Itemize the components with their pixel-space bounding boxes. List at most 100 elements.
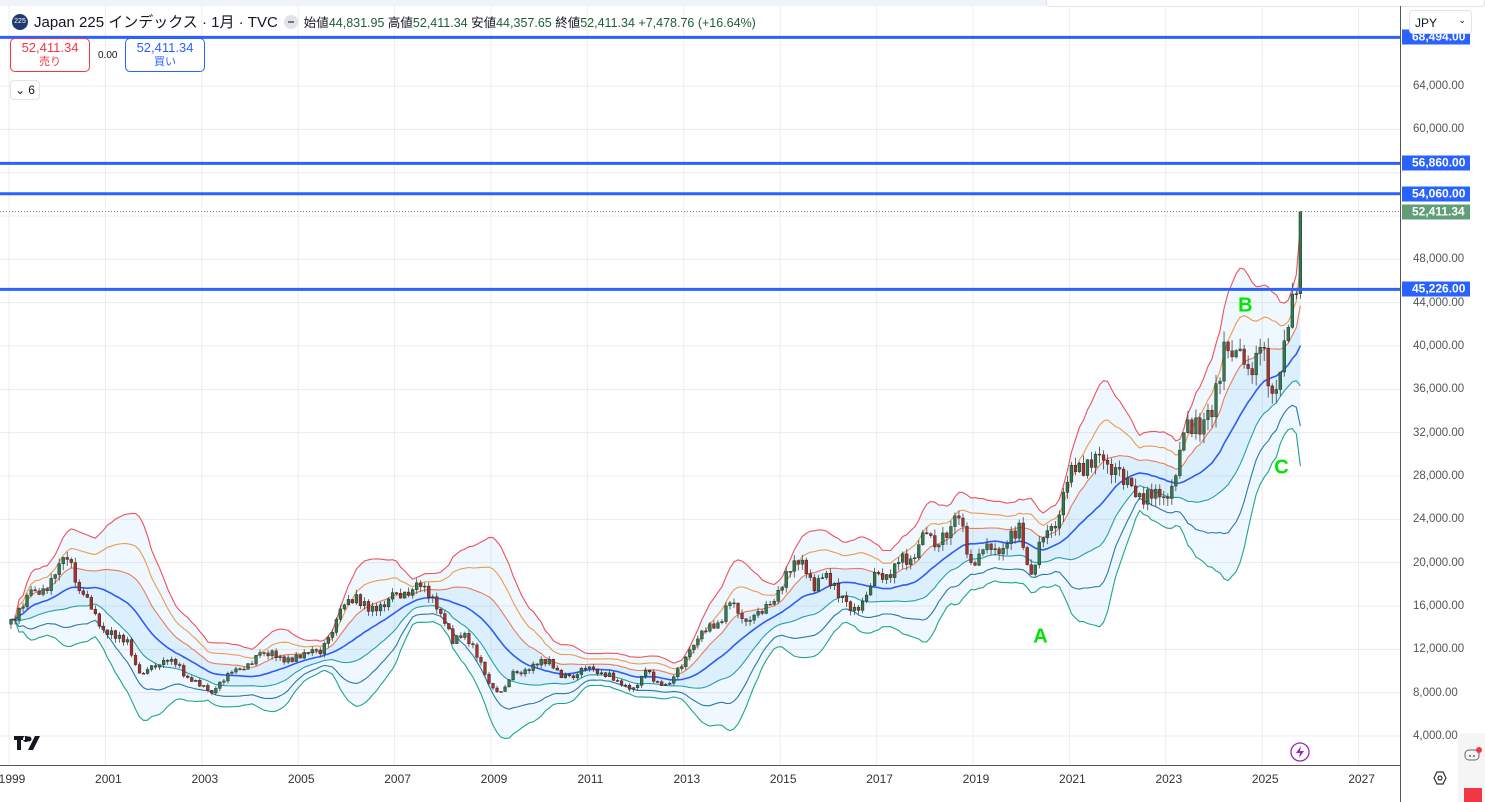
y-tick-label: 28,000.00 (1413, 470, 1465, 482)
candle-body-up (326, 637, 330, 644)
candle-body-up (872, 572, 877, 587)
candle (178, 662, 182, 669)
candle-body-up (258, 652, 262, 656)
candle (696, 635, 700, 649)
candle (1037, 536, 1041, 569)
candle-body-down (1230, 350, 1234, 358)
tradingview-logo[interactable] (14, 736, 44, 750)
candle-body-down (262, 652, 266, 654)
lightning-event-icon[interactable] (1290, 742, 1310, 762)
candle-body-down (1190, 419, 1194, 434)
candle (1158, 484, 1162, 506)
candle-body-down (174, 659, 178, 665)
candle (660, 679, 664, 687)
candle-body-down (1101, 454, 1106, 461)
candle (41, 584, 45, 597)
candle (495, 685, 499, 694)
candle (824, 570, 828, 580)
candle-body-down (250, 663, 254, 665)
candle-body-down (93, 609, 97, 614)
indicators-collapse-button[interactable]: ⌄ 6 (10, 80, 40, 100)
low-label: 安値 (471, 16, 497, 30)
candle (836, 578, 841, 603)
price-axis[interactable]: 4,000.00 8,000.00 12,000.00 16,000.00 20,000… (1400, 6, 1470, 802)
candle (848, 600, 853, 616)
chart-plot-area[interactable]: A B C (0, 6, 1400, 765)
candle-body-down (73, 562, 77, 583)
candle (985, 538, 989, 554)
candle-body-down (45, 588, 49, 591)
candle-body-up (125, 639, 130, 643)
candle-body-up (953, 515, 957, 527)
y-tick-label: 48,000.00 (1413, 253, 1465, 266)
candle (1226, 340, 1230, 359)
annotation-label-a[interactable]: A (1033, 625, 1048, 648)
candle-body-down (652, 671, 656, 682)
candle (346, 594, 351, 606)
candle-body-down (1226, 341, 1230, 352)
candle-body-down (1142, 493, 1146, 505)
annotation-label-c[interactable]: C (1274, 456, 1289, 479)
candle-body-down (836, 582, 841, 598)
candle (57, 558, 61, 581)
market-status-icon[interactable] (283, 14, 298, 29)
symbol-title[interactable]: Japan 225 インデックス · 1月 · TVC (34, 14, 278, 31)
time-axis[interactable]: 1999 2001 2003 2005 2007 2009 2011 2013 2015 2017… (0, 765, 1400, 802)
candle-body-down (447, 623, 451, 629)
candle-body-down (407, 591, 411, 596)
candle-body-down (101, 625, 105, 631)
candle (45, 586, 49, 594)
x-tick-label: 2005 (287, 772, 315, 786)
candle (1138, 492, 1142, 500)
candle-body-down (358, 594, 363, 606)
candle-body-up (832, 582, 837, 586)
candle (648, 669, 652, 675)
candle-body-down (129, 639, 134, 656)
annotation-label-b[interactable]: B (1238, 294, 1253, 317)
candle (1298, 211, 1302, 299)
candle-body-down (969, 553, 973, 563)
candle (913, 553, 917, 563)
candle-body-up (1154, 488, 1158, 499)
price-chart[interactable] (0, 6, 1400, 765)
chat-icon[interactable] (1464, 747, 1482, 761)
candle-body-down (242, 668, 246, 671)
y-tick-label: 60,000.00 (1413, 123, 1465, 136)
candle (463, 631, 467, 640)
sell-button[interactable]: 52,411.34 売り (10, 38, 90, 72)
candle-body-down (1021, 522, 1025, 548)
candle (748, 616, 752, 626)
candle (864, 591, 869, 604)
horizontal-line-price-tag: 56,860.00 (1402, 155, 1470, 171)
candle-body-up (864, 594, 869, 602)
currency-select[interactable]: JPY ⌄ (1409, 10, 1472, 34)
candle (808, 569, 812, 582)
notification-icon[interactable] (1464, 788, 1482, 802)
candle-body-up (354, 594, 359, 604)
settings-icon[interactable] (1433, 771, 1447, 785)
candle-body-up (547, 658, 551, 665)
candle-body-up (1093, 453, 1098, 468)
candle (218, 681, 222, 692)
candle (117, 631, 122, 643)
y-tick-label: 12,000.00 (1413, 643, 1465, 656)
candle (708, 621, 712, 633)
candle (37, 588, 41, 596)
candle-body-down (1073, 465, 1078, 472)
candle-body-up (1278, 371, 1282, 390)
candle-body-down (1210, 410, 1214, 418)
candle-body-up (993, 548, 997, 551)
candle-body-up (463, 633, 467, 638)
candle-body-down (808, 573, 812, 578)
candle (872, 567, 877, 587)
candle-body-down (1097, 453, 1102, 456)
candle (889, 569, 893, 583)
candle (571, 674, 575, 681)
buy-button[interactable]: 52,411.34 買い (125, 38, 205, 72)
candle (435, 592, 439, 614)
candle-body-down (535, 663, 539, 666)
candle (1202, 412, 1206, 444)
candle (49, 573, 53, 595)
candle-body-up (664, 684, 668, 686)
upper-band-2 (10, 265, 1301, 670)
